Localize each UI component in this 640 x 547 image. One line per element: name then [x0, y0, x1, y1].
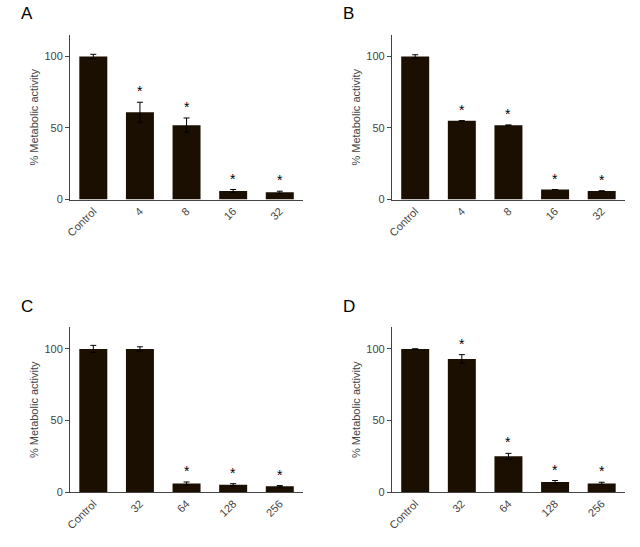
svg-text:*: *	[184, 99, 190, 115]
svg-text:50: 50	[51, 122, 63, 134]
svg-text:Control: Control	[65, 498, 99, 532]
svg-text:32: 32	[450, 498, 467, 515]
svg-text:% Metabolic activity: % Metabolic activity	[28, 361, 40, 458]
svg-text:4: 4	[132, 205, 145, 218]
svg-text:128: 128	[217, 498, 238, 519]
svg-text:64: 64	[175, 498, 192, 515]
svg-text:0: 0	[379, 193, 385, 205]
svg-text:% Metabolic activity: % Metabolic activity	[350, 68, 362, 165]
svg-text:0: 0	[57, 193, 63, 205]
svg-text:*: *	[505, 106, 511, 122]
svg-text:C: C	[21, 297, 33, 316]
svg-text:50: 50	[51, 414, 63, 426]
svg-text:*: *	[505, 434, 511, 450]
svg-text:50: 50	[372, 414, 384, 426]
svg-text:Control: Control	[65, 205, 99, 239]
svg-text:*: *	[230, 171, 236, 187]
svg-text:128: 128	[539, 498, 560, 519]
svg-text:B: B	[343, 4, 354, 23]
svg-text:% Metabolic activity: % Metabolic activity	[350, 361, 362, 458]
svg-text:32: 32	[128, 498, 145, 515]
svg-text:*: *	[184, 463, 190, 479]
svg-text:*: *	[459, 336, 465, 352]
svg-text:0: 0	[57, 486, 63, 498]
svg-text:100: 100	[366, 343, 384, 355]
svg-text:100: 100	[44, 343, 62, 355]
svg-text:*: *	[552, 171, 558, 187]
svg-text:16: 16	[543, 205, 560, 222]
svg-text:*: *	[137, 83, 143, 99]
svg-text:D: D	[343, 297, 355, 316]
svg-text:8: 8	[179, 205, 192, 218]
svg-text:16: 16	[221, 205, 238, 222]
svg-text:Control: Control	[387, 205, 421, 239]
svg-text:% Metabolic activity: % Metabolic activity	[28, 68, 40, 165]
svg-text:50: 50	[372, 122, 384, 134]
svg-text:*: *	[277, 172, 283, 188]
svg-text:0: 0	[379, 486, 385, 498]
svg-text:256: 256	[264, 498, 285, 519]
svg-text:Control: Control	[387, 498, 421, 532]
svg-text:4: 4	[454, 205, 467, 218]
svg-text:100: 100	[366, 50, 384, 62]
svg-text:*: *	[552, 462, 558, 478]
svg-text:*: *	[599, 172, 605, 188]
svg-text:64: 64	[497, 498, 514, 515]
svg-text:32: 32	[590, 205, 607, 222]
svg-text:*: *	[599, 463, 605, 479]
svg-text:32: 32	[268, 205, 285, 222]
svg-text:*: *	[459, 102, 465, 118]
svg-text:*: *	[230, 465, 236, 481]
svg-text:256: 256	[586, 498, 607, 519]
svg-text:100: 100	[44, 50, 62, 62]
svg-text:A: A	[21, 4, 33, 23]
svg-text:8: 8	[501, 205, 514, 218]
svg-text:*: *	[277, 467, 283, 483]
